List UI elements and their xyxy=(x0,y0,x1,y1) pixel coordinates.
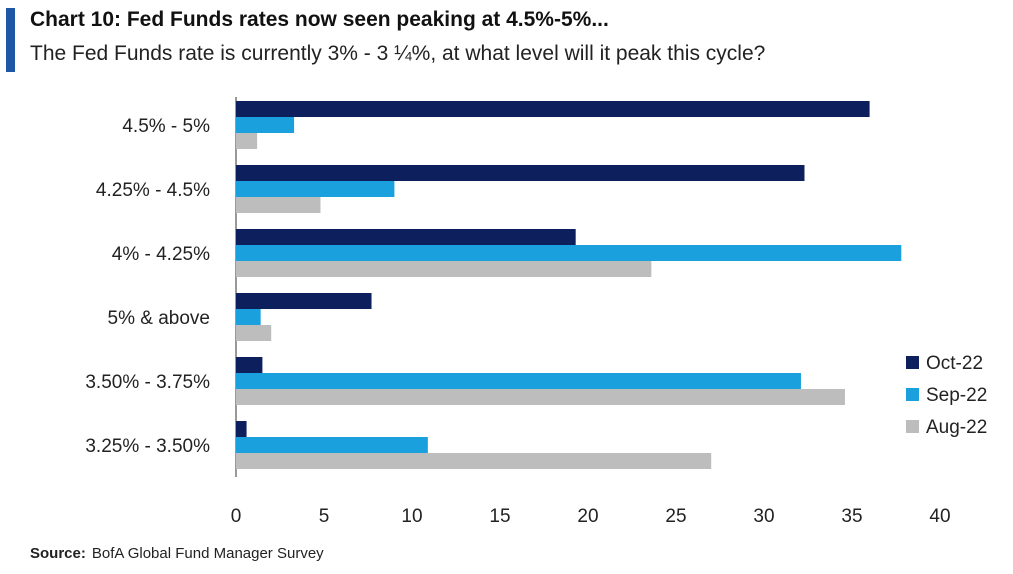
legend-label: Aug-22 xyxy=(926,417,987,438)
title-accent-bar xyxy=(6,8,15,72)
legend-label: Sep-22 xyxy=(926,385,987,406)
bar-oct-22-2 xyxy=(236,165,805,181)
bar-oct-22-4 xyxy=(236,293,372,309)
bar-aug-22-1 xyxy=(236,133,258,149)
bar-oct-22-5 xyxy=(236,357,263,373)
x-tick-label: 15 xyxy=(489,506,510,527)
bar-chart: 4.5% - 5% 4.25% - 4.5% 4% - 4.25% 5% & abov… xyxy=(85,97,987,527)
category-label: 4.25% - 4.5% xyxy=(96,180,210,201)
bar-sep-22-2 xyxy=(236,181,395,197)
bar-sep-22-6 xyxy=(236,437,428,453)
source-label: Source: xyxy=(30,545,86,562)
bar-oct-22-1 xyxy=(236,101,870,117)
bar-aug-22-3 xyxy=(236,261,652,277)
x-tick-label: 0 xyxy=(231,506,242,527)
chart-title: Chart 10: Fed Funds rates now seen peaki… xyxy=(30,8,609,31)
x-tick-label: 5 xyxy=(319,506,330,527)
x-tick-label: 10 xyxy=(401,506,422,527)
legend-label: Oct-22 xyxy=(926,353,983,374)
bar-sep-22-3 xyxy=(236,245,902,261)
category-label: 5% & above xyxy=(108,308,210,329)
chart-subtitle: The Fed Funds rate is currently 3% - 3 ¼… xyxy=(30,42,766,65)
bar-sep-22-5 xyxy=(236,373,801,389)
bar-oct-22-3 xyxy=(236,229,576,245)
x-tick-label: 35 xyxy=(841,506,862,527)
category-label: 3.50% - 3.75% xyxy=(85,372,210,393)
x-tick-label: 20 xyxy=(577,506,598,527)
x-tick-label: 25 xyxy=(665,506,686,527)
legend-swatch xyxy=(906,420,919,433)
source-text: BofA Global Fund Manager Survey xyxy=(91,545,324,562)
source-note: Source: BofA Global Fund Manager Survey xyxy=(30,545,324,562)
category-label: 3.25% - 3.50% xyxy=(85,436,210,457)
bar-aug-22-5 xyxy=(236,389,845,405)
bar-aug-22-2 xyxy=(236,197,321,213)
bar-aug-22-6 xyxy=(236,453,712,469)
bar-sep-22-4 xyxy=(236,309,261,325)
legend-swatch xyxy=(906,356,919,369)
bar-sep-22-1 xyxy=(236,117,295,133)
bar-aug-22-4 xyxy=(236,325,272,341)
bar-oct-22-6 xyxy=(236,421,247,437)
x-tick-label: 30 xyxy=(753,506,774,527)
category-label: 4% - 4.25% xyxy=(112,244,210,265)
legend-swatch xyxy=(906,388,919,401)
category-label: 4.5% - 5% xyxy=(122,116,210,137)
x-tick-label: 40 xyxy=(929,506,950,527)
